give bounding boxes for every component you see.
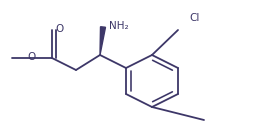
- Text: Cl: Cl: [189, 13, 199, 23]
- Text: O: O: [56, 24, 64, 34]
- Polygon shape: [100, 27, 105, 55]
- Text: O: O: [27, 52, 35, 62]
- Text: NH₂: NH₂: [109, 21, 129, 31]
